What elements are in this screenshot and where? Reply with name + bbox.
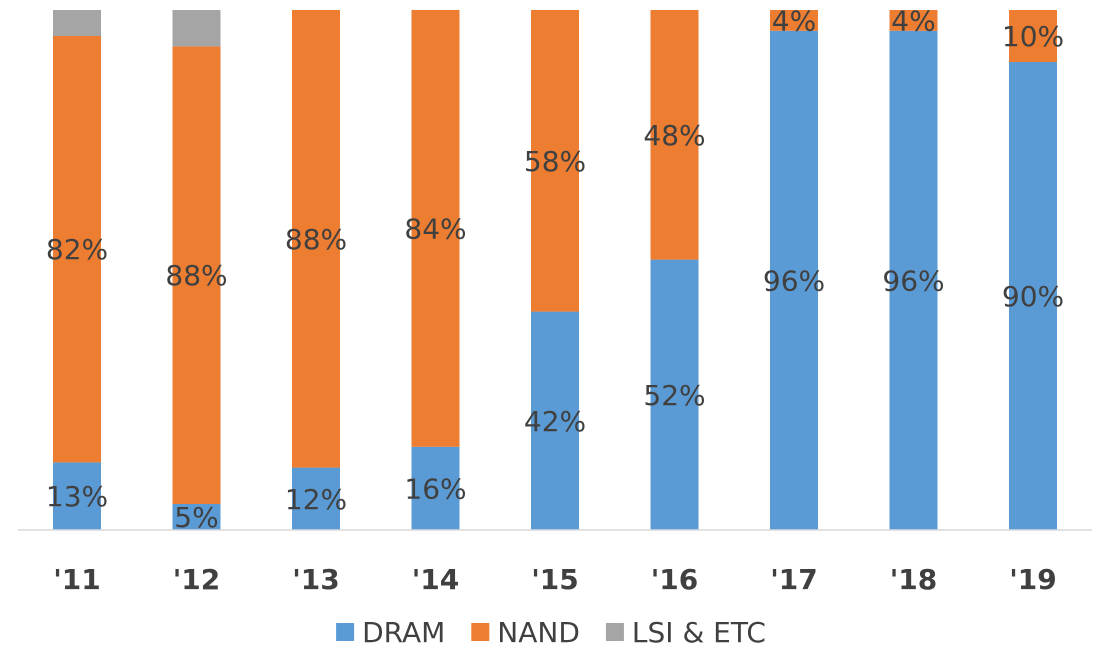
bar-nand-18 <box>889 10 938 31</box>
bar-nand-11 <box>53 36 101 463</box>
bar-dram-12 <box>172 504 221 530</box>
x-tick-label-11: '11 <box>53 563 101 596</box>
legend-label-nand: NAND <box>497 616 580 649</box>
data-label-dram-11: 13% <box>46 480 108 513</box>
x-tick-labels: '11 '12 '13 '14 '15 '16 '17 '18 '19 <box>53 563 1057 596</box>
data-label-dram-14: 16% <box>404 472 466 505</box>
bar-dram-13 <box>292 467 340 530</box>
data-label-nand-13: 88% <box>285 223 347 256</box>
bar-nand-13 <box>292 10 340 468</box>
bar-lsi-etc-12 <box>172 10 221 47</box>
legend-label-lsi-etc: LSI & ETC <box>632 616 766 649</box>
bar-nand-15 <box>531 10 579 312</box>
bar-nand-14 <box>411 10 460 447</box>
data-label-dram-13: 12% <box>285 483 347 516</box>
bar-lsi-etc-11 <box>53 10 101 36</box>
legend-swatch-lsi-etc <box>605 623 624 641</box>
data-label-dram-15: 42% <box>524 405 586 438</box>
bar-dram-16 <box>650 259 699 530</box>
bar-nand-16 <box>650 10 699 260</box>
bar-nand-12 <box>172 46 221 505</box>
bar-dram-19 <box>1009 62 1057 530</box>
legend-swatch-dram <box>336 623 355 641</box>
data-label-dram-12: 5% <box>174 501 218 534</box>
x-tick-label-12: '12 <box>173 563 221 596</box>
legend-item-dram: DRAM <box>336 616 445 649</box>
data-label-nand-18: 4% <box>891 4 935 37</box>
bar-dram-18 <box>889 30 938 531</box>
legend-swatch-nand <box>471 623 490 641</box>
data-label-nand-17: 4% <box>772 4 816 37</box>
bar-dram-17 <box>770 30 818 531</box>
legend-label-dram: DRAM <box>362 616 445 649</box>
legend-item-nand: NAND <box>471 616 580 649</box>
bar-dram-15 <box>531 311 579 530</box>
data-label-dram-16: 52% <box>643 379 705 412</box>
data-label-nand-16: 48% <box>643 119 705 152</box>
data-label-dram-18: 96% <box>882 264 944 297</box>
x-tick-label-17: '17 <box>770 563 818 596</box>
x-tick-label-15: '15 <box>531 563 579 596</box>
bars-layer: 13% 82% 5% 88% 12% 88% 16% 84% 42% 58% 52% 48% 96% 4%… <box>46 4 1064 534</box>
x-tick-label-14: '14 <box>412 563 460 596</box>
x-tick-label-19: '19 <box>1009 563 1057 596</box>
bar-dram-11 <box>53 462 101 530</box>
bar-nand-17 <box>770 10 818 31</box>
legend: DRAM NAND LSI & ETC <box>336 616 766 649</box>
data-label-nand-15: 58% <box>524 145 586 178</box>
x-tick-label-13: '13 <box>292 563 340 596</box>
data-label-nand-11: 82% <box>46 233 108 266</box>
data-label-nand-14: 84% <box>404 212 466 245</box>
bar-nand-19 <box>1009 10 1057 62</box>
bar-dram-14 <box>411 446 460 530</box>
x-tick-label-16: '16 <box>651 563 699 596</box>
data-label-dram-17: 96% <box>763 264 825 297</box>
legend-item-lsi-etc: LSI & ETC <box>605 616 766 649</box>
data-label-nand-19: 10% <box>1002 20 1064 53</box>
data-label-nand-12: 88% <box>165 259 227 292</box>
x-tick-label-18: '18 <box>890 563 938 596</box>
data-label-dram-19: 90% <box>1002 280 1064 313</box>
